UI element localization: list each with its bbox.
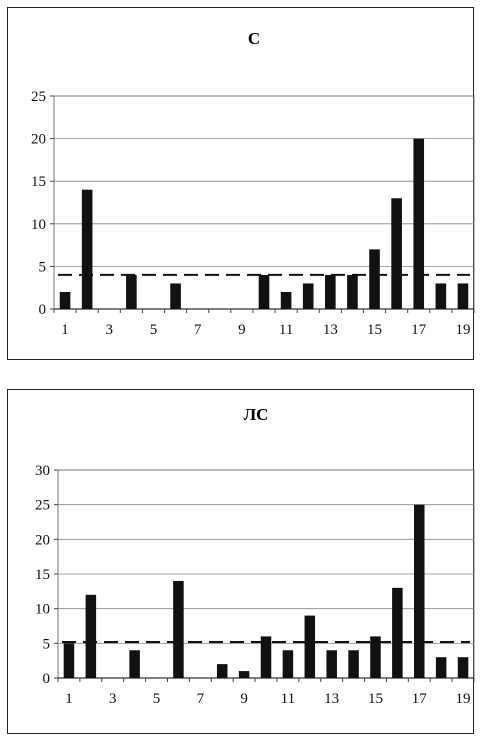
x-tick-label: 13 xyxy=(323,322,338,338)
x-tick-label: 19 xyxy=(455,322,470,338)
bar-17 xyxy=(414,504,425,678)
x-tick-label: 19 xyxy=(456,691,471,707)
x-tick-label: 17 xyxy=(411,322,427,338)
chart-panel-bottom: ЛС 0 5 10 15 20 25 30 1 3 5 7 9 11 13 15 17 19 xyxy=(7,389,475,734)
y-tick-label: 20 xyxy=(31,132,46,148)
x-tick-label: 7 xyxy=(197,691,205,707)
y-tick-label: 30 xyxy=(35,463,50,479)
bar-6 xyxy=(170,283,181,309)
x-tick-label: 5 xyxy=(153,691,161,707)
x-tick-label: 11 xyxy=(281,691,295,707)
chart-panel-top: С 0 5 10 15 20 25 1 3 5 7 9 11 13 15 17 19 xyxy=(7,7,475,360)
bar-4 xyxy=(126,274,137,309)
bar-8 xyxy=(216,664,228,678)
y-tick-label: 0 xyxy=(39,302,47,318)
bar-2 xyxy=(81,189,93,309)
y-tick-label: 15 xyxy=(31,174,46,190)
bar-13 xyxy=(326,650,337,678)
y-tick-label: 10 xyxy=(31,217,46,233)
bar-4 xyxy=(129,650,140,678)
chart-title: С xyxy=(248,29,260,48)
y-tick-label: 0 xyxy=(43,671,51,687)
bar-15 xyxy=(370,636,381,678)
bar-16 xyxy=(392,587,403,678)
bar-18 xyxy=(435,283,447,309)
bar-14 xyxy=(348,650,359,678)
bar-15 xyxy=(369,249,380,309)
bar-10 xyxy=(260,636,272,678)
y-tick-label: 5 xyxy=(39,259,47,275)
bar-16 xyxy=(391,198,402,309)
x-tick-label: 15 xyxy=(368,691,383,707)
bar-13 xyxy=(325,274,336,309)
bar-11 xyxy=(280,291,292,309)
bar-10 xyxy=(258,274,270,309)
y-tick-label: 25 xyxy=(35,498,50,514)
x-tick-label: 1 xyxy=(61,322,69,338)
y-tick-label: 20 xyxy=(35,532,50,548)
bar-19 xyxy=(457,657,469,678)
y-tick-label: 5 xyxy=(43,636,51,652)
y-tick-label: 10 xyxy=(35,602,50,618)
bar-18 xyxy=(435,657,447,678)
y-tick-label: 25 xyxy=(31,89,46,105)
bar-12 xyxy=(302,283,314,309)
x-tick-label: 11 xyxy=(279,322,293,338)
chart-title: ЛС xyxy=(244,405,269,424)
bar-1 xyxy=(59,291,71,309)
y-tick-label: 15 xyxy=(35,567,50,583)
bar-1 xyxy=(63,643,75,678)
x-tick-label: 17 xyxy=(412,691,428,707)
bar-19 xyxy=(457,283,469,309)
x-tick-label: 7 xyxy=(194,322,202,338)
bar-11 xyxy=(282,650,294,678)
bar-6 xyxy=(173,580,184,678)
bar-17 xyxy=(413,138,425,309)
bar-12 xyxy=(304,615,316,678)
bar-2 xyxy=(85,594,97,678)
x-tick-label: 1 xyxy=(65,691,73,707)
x-tick-label: 9 xyxy=(240,691,248,707)
bar-9 xyxy=(238,671,250,678)
x-tick-label: 9 xyxy=(238,322,246,338)
x-tick-label: 3 xyxy=(109,691,117,707)
x-tick-label: 5 xyxy=(150,322,158,338)
x-tick-label: 13 xyxy=(324,691,339,707)
x-tick-label: 3 xyxy=(106,322,114,338)
x-tick-label: 15 xyxy=(367,322,382,338)
bar-14 xyxy=(347,274,358,309)
